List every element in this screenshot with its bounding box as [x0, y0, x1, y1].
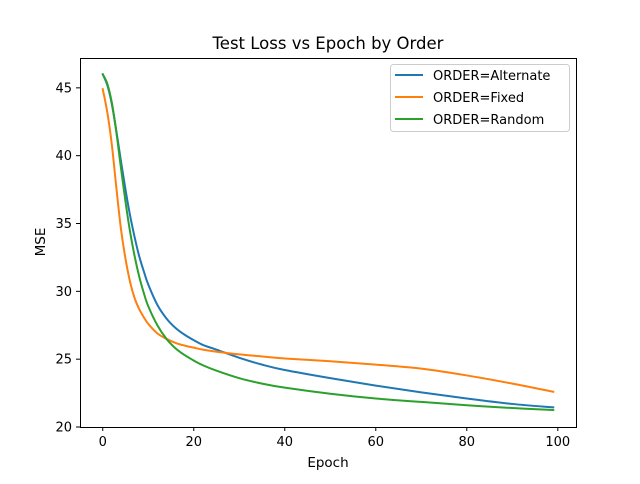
y-tick-label: 30	[55, 285, 72, 300]
y-tick-label: 20	[55, 421, 72, 436]
y-axis-label: MSE	[33, 228, 49, 257]
x-tick-label: 0	[99, 435, 107, 450]
series-lines	[101, 72, 555, 412]
x-tick-label: 80	[459, 435, 476, 450]
legend: ORDER=Alternate ORDER=Fixed ORDER=Random	[390, 64, 570, 132]
y-tick-label: 25	[55, 353, 72, 368]
x-tick-label: 20	[185, 435, 202, 450]
y-tick-label: 35	[55, 217, 72, 232]
plot-frame	[80, 58, 577, 428]
legend-label-fixed: ORDER=Fixed	[433, 91, 524, 106]
y-tick-label: 40	[55, 149, 72, 164]
x-tick-label: 40	[276, 435, 293, 450]
legend-label-alternate: ORDER=Alternate	[433, 69, 550, 84]
x-tick-label: 100	[545, 435, 570, 450]
legend-label-random: ORDER=Random	[433, 113, 544, 128]
y-tick-label: 45	[55, 81, 72, 96]
series-line-random	[101, 72, 555, 412]
x-axis-label: Epoch	[307, 455, 348, 471]
x-tick-label: 60	[368, 435, 385, 450]
series-line-alternate	[101, 72, 555, 409]
legend-box	[390, 64, 570, 132]
chart-title: Test Loss vs Epoch by Order	[212, 34, 444, 53]
series-line-fixed	[101, 88, 555, 393]
axis-ticks: 0 20 40 60 80 100 20 25 30 35 40 45	[55, 81, 570, 450]
